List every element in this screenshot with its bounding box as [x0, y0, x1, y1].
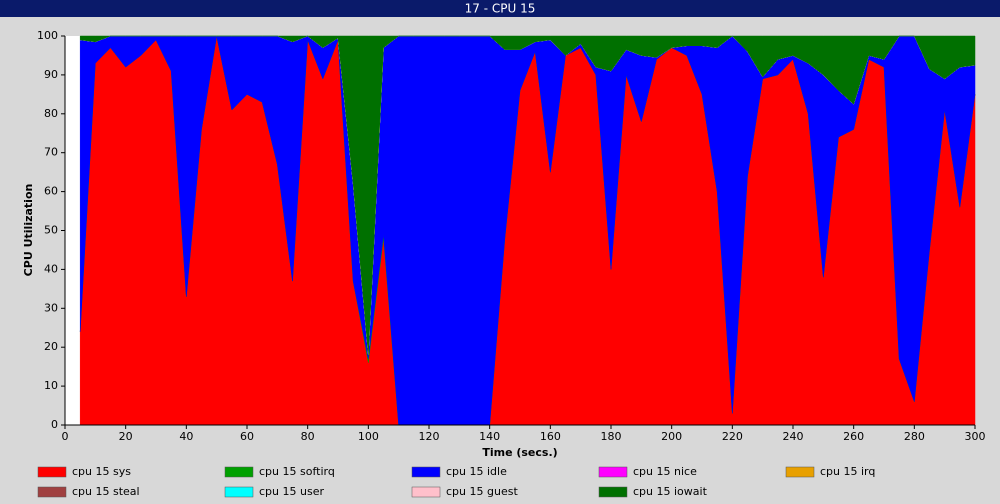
x-tick-label: 0: [62, 430, 69, 443]
y-tick-label: 100: [37, 29, 58, 42]
chart-title: 17 - CPU 15: [465, 2, 536, 16]
legend-label: cpu 15 user: [259, 485, 324, 498]
legend-swatch: [224, 466, 254, 478]
x-tick-label: 60: [240, 430, 254, 443]
legend-label: cpu 15 sys: [72, 465, 131, 478]
legend-swatch: [598, 466, 628, 478]
legend-swatch: [785, 466, 815, 478]
x-tick-label: 180: [601, 430, 622, 443]
x-tick-label: 140: [479, 430, 500, 443]
x-tick-label: 80: [301, 430, 315, 443]
y-tick-label: 50: [44, 224, 58, 237]
legend-swatch: [598, 486, 628, 498]
x-axis-label: Time (secs.): [482, 446, 557, 459]
y-tick-label: 10: [44, 379, 58, 392]
legend-label: cpu 15 nice: [633, 465, 697, 478]
legend-swatch: [411, 486, 441, 498]
legend-label: cpu 15 idle: [446, 465, 507, 478]
legend-label: cpu 15 irq: [820, 465, 875, 478]
x-tick-label: 280: [904, 430, 925, 443]
x-tick-label: 100: [358, 430, 379, 443]
y-tick-label: 0: [51, 418, 58, 431]
y-tick-label: 30: [44, 301, 58, 314]
legend-label: cpu 15 iowait: [633, 485, 708, 498]
y-axis-label: CPU Utilization: [22, 184, 35, 277]
x-tick-label: 260: [843, 430, 864, 443]
x-tick-label: 200: [661, 430, 682, 443]
y-tick-label: 60: [44, 185, 58, 198]
x-tick-label: 20: [119, 430, 133, 443]
x-tick-label: 300: [965, 430, 986, 443]
x-tick-label: 40: [179, 430, 193, 443]
legend-swatch: [37, 466, 67, 478]
x-tick-label: 240: [783, 430, 804, 443]
legend-label: cpu 15 softirq: [259, 465, 335, 478]
legend-label: cpu 15 guest: [446, 485, 518, 498]
x-tick-label: 220: [722, 430, 743, 443]
x-tick-label: 160: [540, 430, 561, 443]
y-tick-label: 90: [44, 68, 58, 81]
title-bar: [0, 0, 1000, 17]
y-tick-label: 20: [44, 340, 58, 353]
legend-swatch: [224, 486, 254, 498]
legend-swatch: [37, 486, 67, 498]
area: [79, 35, 976, 356]
legend-label: cpu 15 steal: [72, 485, 140, 498]
y-tick-label: 70: [44, 146, 58, 159]
y-tick-label: 40: [44, 262, 58, 275]
y-tick-label: 80: [44, 107, 58, 120]
legend-swatch: [411, 466, 441, 478]
x-tick-label: 120: [419, 430, 440, 443]
